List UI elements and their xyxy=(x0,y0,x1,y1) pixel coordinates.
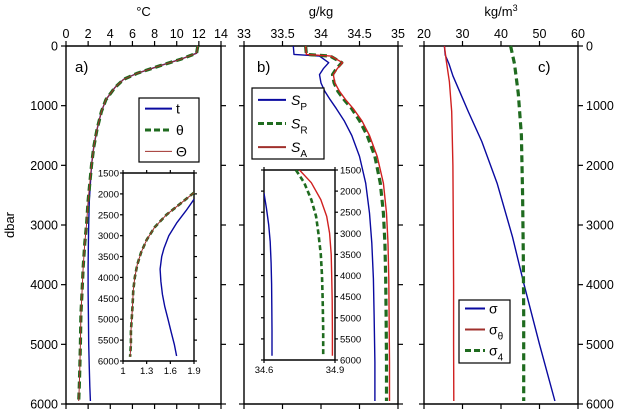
y-tick-label: 6000 xyxy=(586,398,614,412)
inset-y-tick-label: 3000 xyxy=(98,231,119,242)
legend-label: t xyxy=(176,101,180,117)
x-tick-label: 50 xyxy=(533,27,547,41)
inset-y-tick-label: 6000 xyxy=(98,357,119,368)
inset-y-tick-label: 1500 xyxy=(98,169,119,180)
inset-x-tick-label: 1 xyxy=(120,366,125,377)
x-tick-label: 33 xyxy=(237,27,251,41)
x-tick-label: 34.5 xyxy=(347,27,371,41)
inset-y-tick-label: 5500 xyxy=(98,336,119,347)
x-axis-title: °C xyxy=(136,4,151,19)
inset-a: 1 1.3 1.6 1.9 1500 2000 2500 3000 3500 4000 4500 50… xyxy=(98,169,201,378)
inset-x-tick-label: 1.3 xyxy=(140,366,153,377)
x-tick-label: 40 xyxy=(494,27,508,41)
inset-b: 34.6 34.9 1500 2000 2500 3000 3500 4000 4500 5000… xyxy=(255,166,361,377)
inset-y-tick-label: 4500 xyxy=(340,292,361,303)
y-tick-label: 2000 xyxy=(30,159,58,173)
series-line-c-σ4 xyxy=(509,45,526,401)
y-tick-label: 3000 xyxy=(586,219,614,233)
y-tick-label: 4000 xyxy=(586,278,614,292)
inset-y-tick-label: 6000 xyxy=(340,356,361,367)
y-tick-label: 0 xyxy=(51,40,58,54)
x-tick-label: 12 xyxy=(192,27,206,41)
series-line-c-σ xyxy=(443,45,556,402)
inset-y-tick-label: 4500 xyxy=(98,294,119,305)
y-tick-label: 1000 xyxy=(586,99,614,113)
y-axis-title: dbar xyxy=(2,211,17,238)
series-line-c-σθ xyxy=(443,45,455,402)
x-axis-title: kg/m3 xyxy=(484,3,517,19)
series-line-b-SP xyxy=(292,45,376,401)
series-line-b-inset-SR xyxy=(294,170,325,356)
y-tick-label: 0 xyxy=(586,40,593,54)
inset-y-tick-label: 2500 xyxy=(98,210,119,221)
series-line-b-inset-SP xyxy=(264,193,273,356)
inset-x-tick-label: 1.9 xyxy=(187,366,200,377)
x-tick-label: 34 xyxy=(314,27,328,41)
inset-x-tick-label: 34.6 xyxy=(255,365,274,376)
x-tick-label: 2 xyxy=(85,27,92,41)
x-tick-label: 30 xyxy=(456,27,470,41)
inset-y-tick-label: 5000 xyxy=(98,315,119,326)
inset-y-tick-label: 4000 xyxy=(98,273,119,284)
inset-y-tick-label: 2500 xyxy=(340,208,361,219)
legend: tθΘ xyxy=(138,97,200,163)
series-line-b-inset-SA xyxy=(298,170,334,356)
y-tick-label: 5000 xyxy=(586,338,614,352)
legend-label: σ xyxy=(489,301,498,317)
y-tick-label: 4000 xyxy=(30,278,58,292)
panel-a: 0 2 4 6 8 10 12 14 0 1000 2000 3000 4000 5000 6000 °C db… xyxy=(2,4,228,412)
x-tick-label: 0 xyxy=(63,27,70,41)
x-tick-label: 33.5 xyxy=(270,27,294,41)
panel-label: b) xyxy=(257,59,270,76)
x-tick-label: 14 xyxy=(214,27,228,41)
x-axis-title: g/kg xyxy=(309,4,334,19)
legend-box xyxy=(458,299,511,364)
y-tick-label: 3000 xyxy=(30,219,58,233)
x-tick-label: 35 xyxy=(391,27,405,41)
inset-x-tick-label: 34.9 xyxy=(326,365,345,376)
inset-y-tick-label: 5500 xyxy=(340,334,361,345)
legend-label: θ xyxy=(176,122,184,138)
series-line-a-inset-t xyxy=(159,198,195,357)
inset-x-tick-label: 1.6 xyxy=(164,366,177,377)
series-line-a-Θ xyxy=(78,45,199,402)
x-tick-label: 4 xyxy=(107,27,114,41)
panel-label: a) xyxy=(75,59,88,76)
panel-label: c) xyxy=(538,59,551,76)
panel-c: 20 30 40 50 600 1000 2000 3000 4000 5000 6000 kg/m3… xyxy=(417,3,614,412)
inset-y-tick-label: 4000 xyxy=(340,271,361,282)
y-tick-label: 5000 xyxy=(30,338,58,352)
inset-y-tick-label: 5000 xyxy=(340,313,361,324)
x-tick-label: 8 xyxy=(151,27,158,41)
inset-y-tick-label: 2000 xyxy=(340,187,361,198)
y-tick-label: 1000 xyxy=(30,99,58,113)
x-tick-label: 6 xyxy=(129,27,136,41)
y-tick-label: 2000 xyxy=(586,159,614,173)
x-tick-label: 10 xyxy=(170,27,184,41)
series-line-b-SA xyxy=(304,45,391,401)
inset-y-tick-label: 3500 xyxy=(98,252,119,263)
inset-y-tick-label: 2000 xyxy=(98,189,119,200)
x-tick-label: 60 xyxy=(571,27,585,41)
legend-label: Θ xyxy=(176,143,187,159)
inset-y-tick-label: 3000 xyxy=(340,229,361,240)
inset-y-tick-label: 3500 xyxy=(340,250,361,261)
y-tick-label: 6000 xyxy=(30,398,58,412)
x-tick-label: 20 xyxy=(417,27,431,41)
inset-y-tick-label: 1500 xyxy=(340,166,361,177)
series-line-a-inset-Θ xyxy=(129,192,195,357)
